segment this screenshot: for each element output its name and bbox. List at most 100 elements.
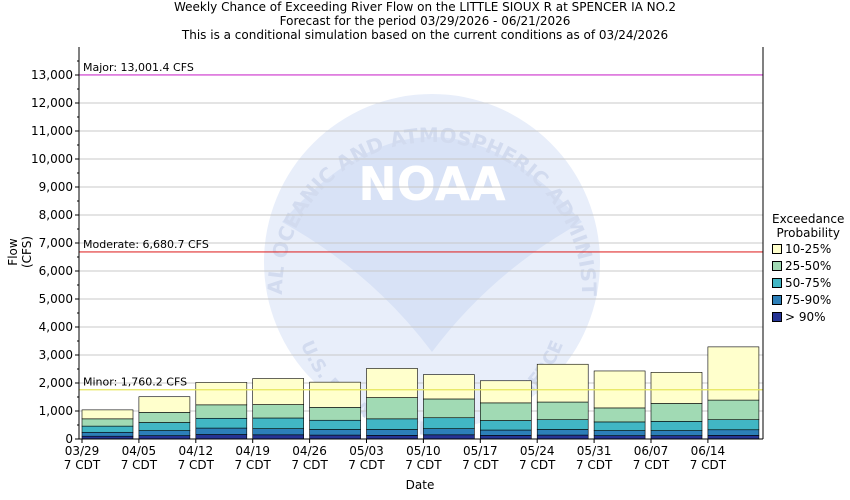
x-tick-sublabel: 7 CDT [405, 458, 442, 472]
bar-segment [593, 407, 646, 423]
x-tick-label: 03/29 [65, 444, 100, 458]
bar-segment [195, 417, 248, 429]
bar-segment [81, 425, 134, 433]
bar-segment [479, 402, 532, 421]
legend-label: > 90% [785, 309, 826, 324]
bar-segment [195, 382, 248, 406]
x-axis-label: Date [405, 478, 435, 492]
bar-segment [707, 399, 760, 420]
bar-segment [650, 372, 703, 404]
chart-title-line2: Forecast for the period 03/29/2026 - 06/… [279, 14, 571, 28]
y-tick-label: 2,000 [39, 376, 73, 390]
bar-segment [252, 428, 304, 436]
x-tick-label: 06/07 [634, 444, 669, 458]
bar-segment [423, 417, 475, 429]
axes: 0 1,000 2,000 3,000 4,000 5,000 6,000 7,000 8,00… [31, 47, 764, 472]
legend-item: 75-90% [772, 291, 844, 308]
bar-segment [252, 378, 304, 405]
watermark-bird [282, 137, 582, 352]
bar-segment [650, 435, 703, 440]
y-tick-label: 9,000 [39, 180, 73, 194]
threshold-label: Minor: 1,760.2 CFS [83, 376, 187, 389]
x-tick-label: 05/03 [349, 444, 384, 458]
legend-label: 10-25% [785, 241, 832, 256]
legend-title-line2: Probability [776, 226, 840, 240]
x-tick-label: 05/24 [520, 444, 555, 458]
x-tick-label: 04/12 [179, 444, 214, 458]
bar-segment [536, 401, 589, 420]
bar-segment [195, 434, 248, 440]
bar-segment [536, 363, 589, 403]
bar-segment [423, 428, 475, 436]
x-tick-sublabel: 7 CDT [64, 458, 101, 472]
bar-segment [423, 374, 475, 400]
bar-segment [479, 429, 532, 436]
bar-segment [423, 434, 475, 440]
y-tick-label: 11,000 [31, 124, 73, 138]
y-tick-label: 5,000 [39, 292, 73, 306]
legend-label: 75-90% [785, 292, 832, 307]
x-tick-label: 04/26 [292, 444, 327, 458]
legend-items: 10-25% 25-50% 50-75% 75-90% > 90% [772, 240, 844, 325]
x-tick-sublabel: 7 CDT [519, 458, 556, 472]
x-tick-label: 05/31 [577, 444, 612, 458]
bar-segment [138, 396, 191, 413]
bar-segment [252, 434, 304, 440]
y-tick-label: 3,000 [39, 348, 73, 362]
bar-segment [138, 430, 191, 436]
legend-item: 10-25% [772, 240, 844, 257]
bar-segment [366, 368, 418, 398]
bar-segment [707, 435, 760, 440]
bar-segment [81, 418, 134, 427]
bar-segment [536, 429, 589, 436]
bar-segment [650, 403, 703, 422]
bar-segment [195, 404, 248, 419]
bar-segment [366, 397, 418, 420]
chart-title-line1: Weekly Chance of Exceeding River Flow on… [173, 0, 677, 14]
bar-segment [423, 398, 475, 419]
y-tick-label: 12,000 [31, 96, 73, 110]
x-tick-sublabel: 7 CDT [348, 458, 385, 472]
bar-segment [195, 427, 248, 435]
x-tick-sublabel: 7 CDT [234, 458, 271, 472]
threshold-label: Moderate: 6,680.7 CFS [83, 238, 209, 251]
legend-label: 50-75% [785, 275, 832, 290]
legend-item: 50-75% [772, 274, 844, 291]
bar-segment [252, 404, 304, 419]
bar-segment [593, 435, 646, 440]
bar-segment [707, 429, 760, 436]
bar-segment [593, 430, 646, 436]
bar-segment [309, 429, 361, 436]
y-axis-label: Flow (CFS) [6, 235, 34, 269]
bar-segment [650, 421, 703, 431]
x-tick-label: 06/14 [691, 444, 726, 458]
legend-swatch [772, 311, 782, 322]
legend: Exceedance Probability 10-25% 25-50% 50-75… [772, 212, 844, 325]
x-tick-label: 05/17 [463, 444, 498, 458]
bar-segment [81, 431, 134, 437]
y-tick-label: 4,000 [39, 320, 73, 334]
x-tick-sublabel: 7 CDT [576, 458, 613, 472]
bar-segment [309, 407, 361, 421]
x-tick-sublabel: 7 CDT [291, 458, 328, 472]
x-tick-sublabel: 7 CDT [178, 458, 215, 472]
legend-label: 25-50% [785, 258, 832, 273]
bar-segment [593, 421, 646, 431]
threshold-lines: Major: 13,001.4 CFS Moderate: 6,680.7 CFS… [79, 61, 763, 391]
y-tick-label: 13,000 [31, 68, 73, 82]
bar-segment [366, 435, 418, 440]
legend-swatch [772, 260, 782, 271]
y-tick-label: 7,000 [39, 236, 73, 250]
legend-swatch [772, 294, 782, 305]
x-tick-sublabel: 7 CDT [633, 458, 670, 472]
bar-segment [707, 346, 760, 401]
bar-segment [138, 422, 191, 431]
bar-segment [707, 419, 760, 431]
legend-swatch [772, 277, 782, 288]
bar-segment [138, 435, 191, 440]
y-tick-label: 1,000 [39, 404, 73, 418]
x-tick-sublabel: 7 CDT [121, 458, 158, 472]
bar-segment [536, 419, 589, 430]
bar-segment [309, 434, 361, 440]
